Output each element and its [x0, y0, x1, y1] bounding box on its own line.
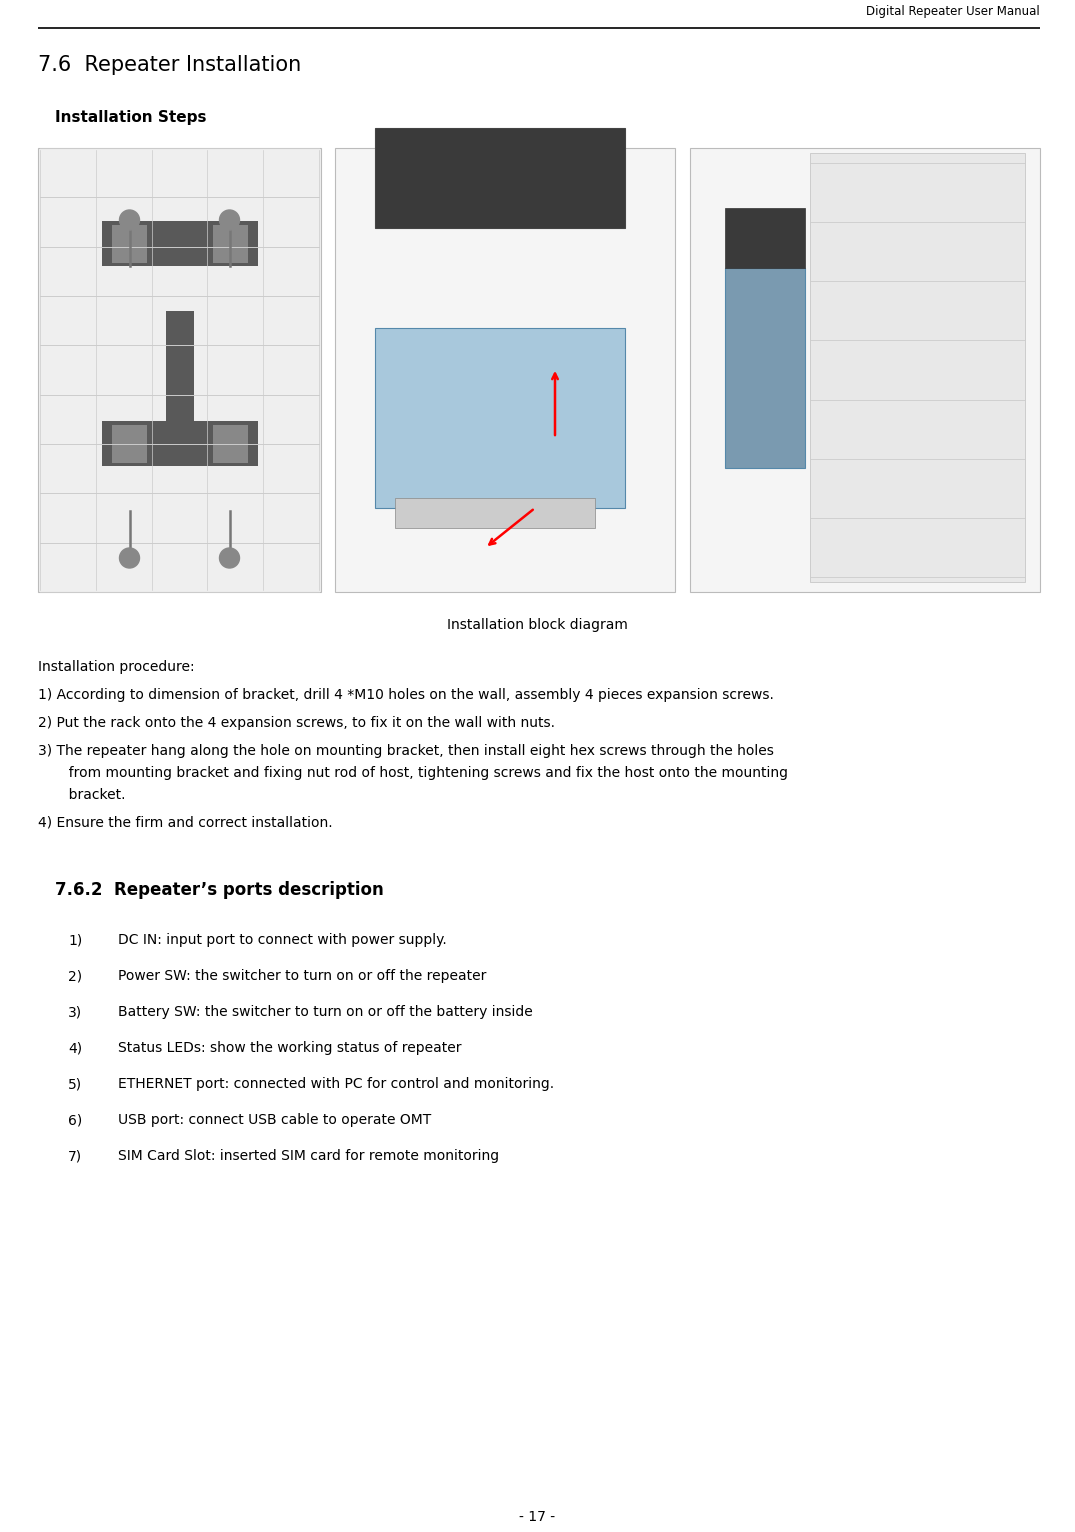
- Bar: [166, 311, 194, 466]
- Text: 2) Put the rack onto the 4 expansion screws, to fix it on the wall with nuts.: 2) Put the rack onto the 4 expansion scr…: [38, 715, 555, 731]
- Text: 7.6  Repeater Installation: 7.6 Repeater Installation: [38, 55, 301, 75]
- Bar: [213, 225, 247, 264]
- Text: 4): 4): [68, 1042, 82, 1056]
- Circle shape: [219, 210, 240, 230]
- Bar: [375, 328, 625, 509]
- Text: 1): 1): [68, 933, 83, 947]
- Text: 4) Ensure the firm and correct installation.: 4) Ensure the firm and correct installat…: [38, 817, 332, 830]
- Text: from mounting bracket and fixing nut rod of host, tightening screws and fix the : from mounting bracket and fixing nut rod…: [38, 766, 788, 780]
- Bar: [101, 421, 258, 466]
- Text: Status LEDs: show the working status of repeater: Status LEDs: show the working status of …: [118, 1042, 461, 1056]
- Text: SIM Card Slot: inserted SIM card for remote monitoring: SIM Card Slot: inserted SIM card for rem…: [118, 1149, 499, 1163]
- Text: 3): 3): [68, 1005, 82, 1019]
- Text: 5): 5): [68, 1077, 82, 1091]
- Bar: [101, 221, 258, 267]
- Text: Digital Repeater User Manual: Digital Repeater User Manual: [866, 5, 1040, 18]
- Bar: [395, 498, 594, 529]
- Circle shape: [119, 210, 140, 230]
- Circle shape: [119, 548, 140, 568]
- Text: Battery SW: the switcher to turn on or off the battery inside: Battery SW: the switcher to turn on or o…: [118, 1005, 533, 1019]
- Text: 7): 7): [68, 1149, 82, 1163]
- Bar: [213, 424, 247, 463]
- Text: 2): 2): [68, 970, 82, 984]
- Text: 1) According to dimension of bracket, drill 4 *M10 holes on the wall, assembly 4: 1) According to dimension of bracket, dr…: [38, 688, 774, 702]
- Bar: [690, 149, 1040, 591]
- Bar: [335, 149, 675, 591]
- Text: DC IN: input port to connect with power supply.: DC IN: input port to connect with power …: [118, 933, 447, 947]
- Bar: [38, 149, 321, 591]
- Bar: [725, 268, 805, 467]
- Text: bracket.: bracket.: [38, 787, 126, 801]
- Text: Installation block diagram: Installation block diagram: [446, 617, 628, 633]
- Text: Installation Steps: Installation Steps: [55, 110, 206, 126]
- Text: Power SW: the switcher to turn on or off the repeater: Power SW: the switcher to turn on or off…: [118, 970, 486, 984]
- Text: 7.6.2  Repeater’s ports description: 7.6.2 Repeater’s ports description: [55, 881, 384, 899]
- Text: 3) The repeater hang along the hole on mounting bracket, then install eight hex : 3) The repeater hang along the hole on m…: [38, 745, 774, 758]
- Bar: [725, 208, 805, 268]
- Bar: [375, 129, 625, 228]
- Text: ETHERNET port: connected with PC for control and monitoring.: ETHERNET port: connected with PC for con…: [118, 1077, 554, 1091]
- Text: Installation procedure:: Installation procedure:: [38, 660, 195, 674]
- Circle shape: [219, 548, 240, 568]
- Bar: [809, 153, 1024, 582]
- Bar: [112, 225, 146, 264]
- Text: - 17 -: - 17 -: [519, 1511, 555, 1524]
- Text: USB port: connect USB cable to operate OMT: USB port: connect USB cable to operate O…: [118, 1114, 431, 1128]
- Text: 6): 6): [68, 1114, 83, 1128]
- Bar: [112, 424, 146, 463]
